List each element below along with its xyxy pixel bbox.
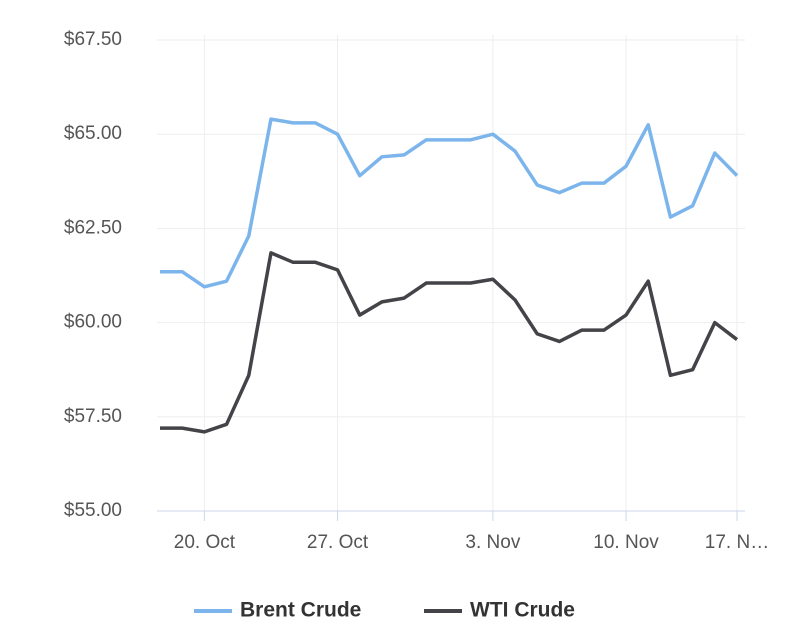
x-tick-label: 10. Nov [593,532,659,553]
y-tick-label: $67.50 [64,29,122,50]
x-tick-label: 17. N… [705,532,769,553]
y-tick-label: $57.50 [64,406,122,427]
series-line [160,251,739,434]
x-tick-label: 20. Oct [174,532,236,553]
legend-label: WTI Crude [470,599,575,622]
legend-label: Brent Crude [240,599,361,622]
y-tick-label: $60.00 [64,312,122,333]
x-tick-label: 3. Nov [465,532,520,553]
y-tick-label: $55.00 [64,500,122,521]
x-tick-label: 27. Oct [307,532,369,553]
y-tick-label: $65.00 [64,123,122,144]
y-tick-label: $62.50 [64,217,122,238]
series-line [160,117,739,289]
